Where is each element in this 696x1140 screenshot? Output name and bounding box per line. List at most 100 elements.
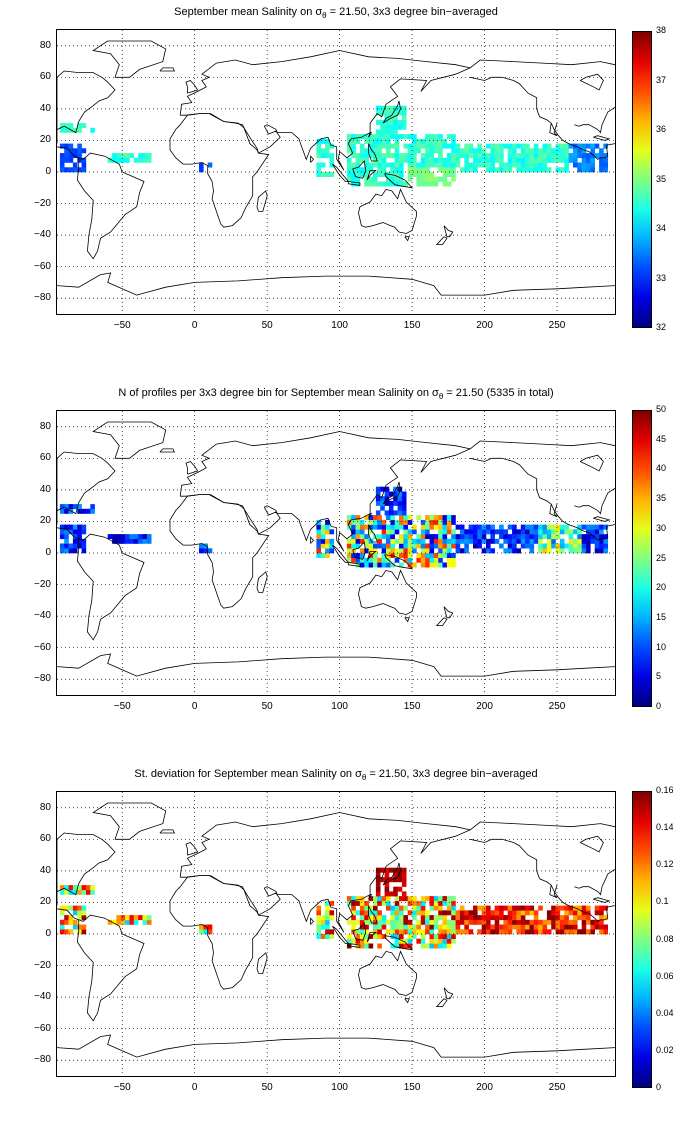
- colorbar-tick-label: 15: [656, 611, 667, 622]
- bin-cell: [586, 929, 591, 935]
- bin-cell: [433, 924, 439, 930]
- bin-cell: [364, 176, 369, 182]
- bin-cell: [377, 148, 382, 154]
- bin-cell: [512, 529, 517, 535]
- bin-cell: [586, 919, 591, 925]
- bin-cell: [429, 938, 435, 944]
- bin-cell: [442, 176, 448, 182]
- bin-cell: [486, 529, 491, 535]
- bin-cell: [77, 148, 82, 154]
- bin-cell: [520, 529, 526, 535]
- bin-cell: [320, 919, 326, 925]
- coastline: [57, 653, 615, 677]
- bin-cell: [316, 167, 321, 173]
- bin-cell: [368, 176, 374, 182]
- bin-cell: [573, 910, 578, 916]
- bin-cell: [416, 176, 421, 182]
- bin-cell: [507, 924, 513, 930]
- coastline: [256, 952, 268, 974]
- bin-cell: [442, 910, 448, 916]
- bin-cell: [425, 515, 430, 521]
- bin-cell: [64, 148, 69, 154]
- bin-cell: [325, 910, 330, 916]
- bin-cell: [568, 157, 574, 163]
- bin-cell: [146, 538, 152, 544]
- bin-cell: [490, 162, 495, 168]
- bin-cell: [473, 534, 478, 540]
- bin-cell: [507, 143, 513, 149]
- bin-cell: [433, 934, 439, 939]
- bin-cell: [512, 910, 517, 916]
- bin-cell: [199, 162, 204, 168]
- bin-cell: [355, 167, 361, 173]
- bin-cell: [420, 905, 426, 911]
- bin-cell: [346, 167, 352, 173]
- bin-cell: [351, 905, 356, 911]
- bin-cell: [351, 915, 356, 921]
- bin-cell: [72, 924, 78, 930]
- coastline: [469, 821, 615, 831]
- bin-cell: [425, 919, 430, 925]
- bin-cell: [412, 924, 417, 930]
- bin-cell: [420, 562, 426, 568]
- bin-cell: [59, 157, 65, 163]
- bin-cell: [481, 529, 487, 535]
- bin-cell: [359, 938, 365, 944]
- bin-cell: [412, 143, 417, 149]
- bin-cell: [581, 534, 587, 540]
- coastline: [549, 884, 558, 899]
- bin-cell: [77, 910, 82, 916]
- bin-cell: [451, 172, 456, 177]
- bin-cell: [599, 538, 604, 544]
- colorbar-tick-label: 35: [656, 173, 667, 184]
- y-tick-label: −80: [34, 673, 51, 685]
- bin-cell: [316, 519, 321, 525]
- bin-cell: [388, 500, 394, 506]
- bin-cell: [438, 548, 443, 554]
- bin-cell: [529, 157, 535, 163]
- bin-cell: [503, 924, 508, 930]
- bin-cell: [399, 943, 404, 949]
- bin-cell: [538, 529, 543, 535]
- bin-cell: [538, 548, 543, 554]
- bin-cell: [394, 157, 400, 163]
- bin-cell: [359, 148, 365, 154]
- bin-cell: [401, 872, 407, 878]
- bin-cell: [425, 519, 430, 525]
- bin-cell: [503, 915, 508, 921]
- coastline: [159, 448, 176, 453]
- bin-cell: [420, 910, 426, 916]
- bin-cell: [351, 148, 356, 154]
- bin-cell: [603, 915, 608, 921]
- coastline: [384, 935, 414, 951]
- bin-cell: [72, 548, 78, 554]
- bin-cell: [568, 929, 574, 935]
- bin-cell: [359, 529, 365, 535]
- bin-cell: [420, 538, 426, 544]
- bin-cell: [599, 915, 604, 921]
- bin-cell: [455, 543, 461, 549]
- coastline: [57, 451, 116, 525]
- bin-cell: [368, 143, 374, 149]
- bin-cell: [507, 148, 513, 154]
- bin-cell: [512, 548, 517, 554]
- bin-cell: [146, 157, 152, 163]
- bin-cell: [503, 548, 508, 554]
- bin-cell: [559, 919, 565, 925]
- bin-cell: [603, 167, 608, 173]
- bin-cell: [355, 919, 361, 925]
- bin-cell: [455, 153, 461, 159]
- bin-cell: [64, 157, 69, 163]
- bin-cell: [120, 534, 126, 540]
- bin-cell: [329, 915, 335, 921]
- bin-cell: [90, 508, 95, 514]
- coastline: [159, 67, 176, 72]
- bin-cell: [59, 919, 65, 925]
- bin-cell: [390, 538, 395, 544]
- bin-cell: [551, 148, 556, 154]
- bin-cell: [512, 162, 517, 168]
- bin-cell: [316, 138, 321, 144]
- bin-cell: [407, 534, 413, 540]
- bin-cell: [364, 915, 369, 921]
- bin-cell: [368, 915, 374, 921]
